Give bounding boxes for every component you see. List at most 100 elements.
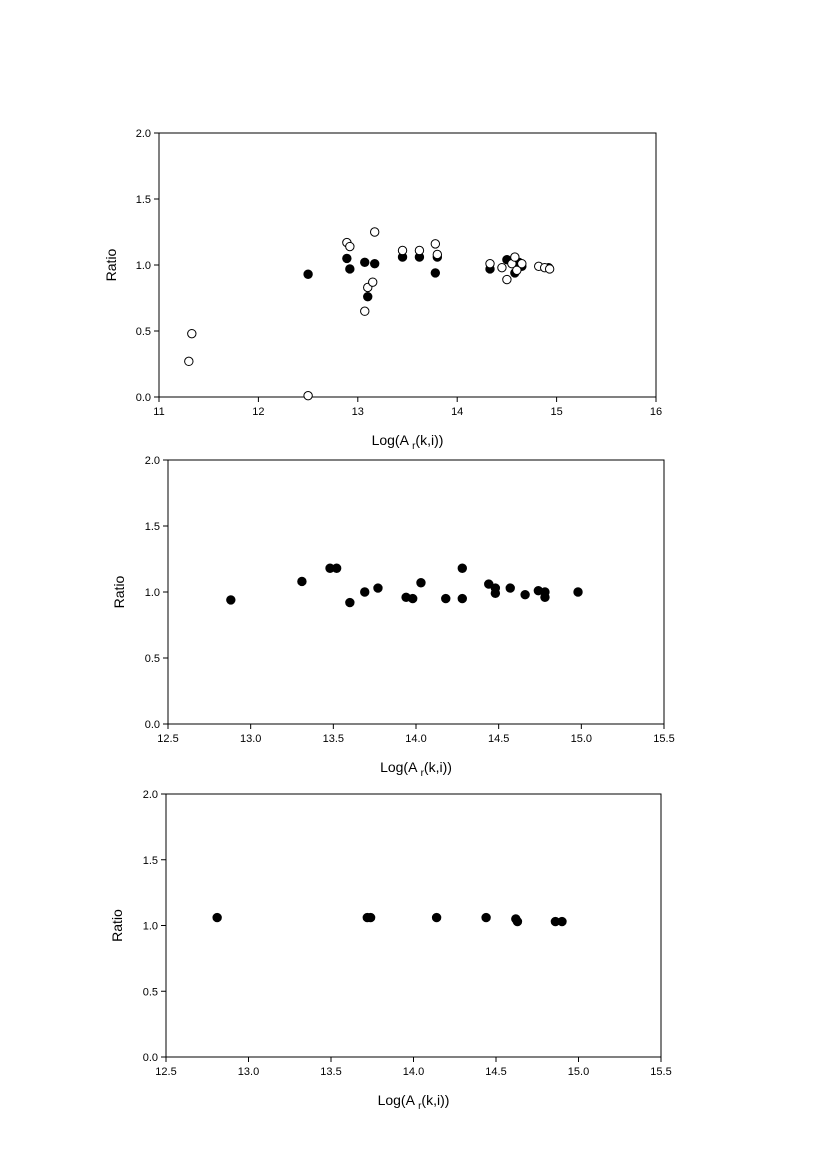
x-axis-label: Log(A r(k,i))	[378, 1092, 450, 1112]
data-point-filled	[331, 563, 342, 573]
plot-frame-2	[167, 459, 665, 725]
data-point-open	[485, 258, 495, 269]
data-point-filled	[373, 583, 383, 593]
x-axis-label-main: Log(A	[380, 759, 420, 775]
x-tick-label: 13.5	[323, 733, 344, 745]
x-axis-label: Log(A r(k,i))	[380, 759, 452, 779]
x-tick-label: 14.0	[405, 733, 426, 745]
data-point-open	[368, 277, 378, 287]
data-point-open	[369, 227, 380, 237]
data-point-filled	[457, 563, 467, 573]
data-point-filled	[557, 916, 567, 927]
plot-frame-3	[165, 793, 662, 1058]
data-point-filled	[226, 595, 236, 605]
x-axis-label: Log(A r(k,i))	[372, 432, 444, 452]
y-tick-label: 0.5	[145, 653, 160, 665]
data-point-filled	[360, 257, 370, 268]
x-axis-label-subscript: r	[421, 768, 425, 779]
y-axis-label: Ratio	[109, 909, 125, 942]
x-tick-label: 14.5	[485, 1066, 506, 1078]
data-point-filled	[212, 912, 222, 923]
x-tick-label: 16	[650, 406, 662, 418]
y-tick-label: 0.5	[143, 986, 158, 998]
x-axis-label-tail: (k,i))	[424, 759, 452, 775]
x-axis-label-subscript: r	[418, 1101, 422, 1112]
y-tick-label: 1.5	[136, 194, 151, 206]
y-tick-label: 1.0	[136, 260, 151, 272]
data-point-open	[517, 258, 527, 269]
x-tick-label: 15.0	[571, 733, 592, 745]
data-point-filled	[431, 912, 442, 923]
data-point-open	[187, 328, 197, 339]
y-tick-label: 1.5	[145, 521, 160, 533]
y-tick-label: 0.0	[145, 719, 160, 731]
data-point-open	[510, 252, 520, 262]
y-tick-label: 2.0	[136, 128, 151, 140]
data-point-open	[345, 241, 355, 252]
data-point-filled	[360, 587, 370, 597]
data-point-open	[397, 245, 408, 256]
data-point-filled	[345, 264, 355, 274]
y-tick-label: 0.0	[136, 392, 151, 404]
x-tick-label: 15.5	[653, 733, 674, 745]
y-tick-label: 2.0	[145, 455, 160, 467]
y-axis-label: Ratio	[103, 248, 119, 281]
x-tick-label: 14	[451, 406, 463, 418]
x-tick-label: 15.5	[650, 1066, 671, 1078]
data-point-open	[184, 356, 194, 367]
x-axis-label-subscript: r	[412, 441, 416, 452]
x-tick-label: 15	[550, 406, 562, 418]
y-tick-label: 2.0	[143, 789, 158, 801]
data-point-open	[502, 274, 512, 285]
data-point-filled	[457, 593, 467, 604]
data-point-filled	[363, 291, 373, 302]
data-point-filled	[297, 576, 307, 587]
x-tick-label: 12.5	[157, 733, 178, 745]
x-axis-label-tail: (k,i))	[415, 432, 443, 448]
data-point-filled	[505, 583, 515, 593]
x-tick-label: 12.5	[155, 1066, 176, 1078]
data-point-open	[512, 265, 522, 275]
data-point-filled	[369, 258, 380, 269]
data-point-open	[544, 264, 555, 274]
data-point-filled	[365, 912, 376, 923]
x-tick-label: 14.5	[488, 733, 509, 745]
data-point-filled	[520, 589, 530, 600]
data-point-filled	[407, 593, 418, 604]
x-axis-label-tail: (k,i))	[421, 1092, 449, 1108]
data-point-filled	[303, 269, 313, 279]
x-tick-label: 14.0	[403, 1066, 424, 1078]
data-point-open	[432, 249, 443, 260]
plot-frame-1	[158, 132, 657, 398]
x-tick-label: 13.0	[238, 1066, 259, 1078]
x-tick-label: 13.5	[320, 1066, 341, 1078]
y-tick-label: 1.0	[143, 921, 158, 933]
y-axis-label: Ratio	[111, 575, 127, 608]
x-tick-label: 13	[352, 406, 364, 418]
x-tick-label: 15.0	[568, 1066, 589, 1078]
data-point-filled	[573, 587, 583, 597]
y-tick-label: 1.0	[145, 587, 160, 599]
data-point-filled	[540, 592, 550, 602]
data-point-open	[303, 390, 313, 401]
data-point-filled	[416, 578, 426, 588]
data-point-open	[497, 262, 507, 273]
data-point-open	[414, 245, 425, 256]
y-tick-label: 0.5	[136, 326, 151, 338]
data-point-filled	[430, 268, 441, 278]
data-point-filled	[512, 916, 523, 927]
x-axis-label-main: Log(A	[378, 1092, 418, 1108]
data-point-filled	[345, 597, 355, 608]
data-point-filled	[441, 593, 451, 604]
data-point-open	[360, 306, 370, 316]
data-point-filled	[481, 912, 491, 923]
data-point-open	[430, 239, 441, 249]
x-tick-label: 11	[153, 406, 164, 418]
x-tick-label: 13.0	[240, 733, 261, 745]
y-tick-label: 0.0	[143, 1052, 158, 1064]
x-axis-label-main: Log(A	[372, 432, 412, 448]
data-point-filled	[490, 588, 501, 599]
x-tick-label: 12	[252, 406, 264, 418]
y-tick-label: 1.5	[143, 855, 158, 867]
